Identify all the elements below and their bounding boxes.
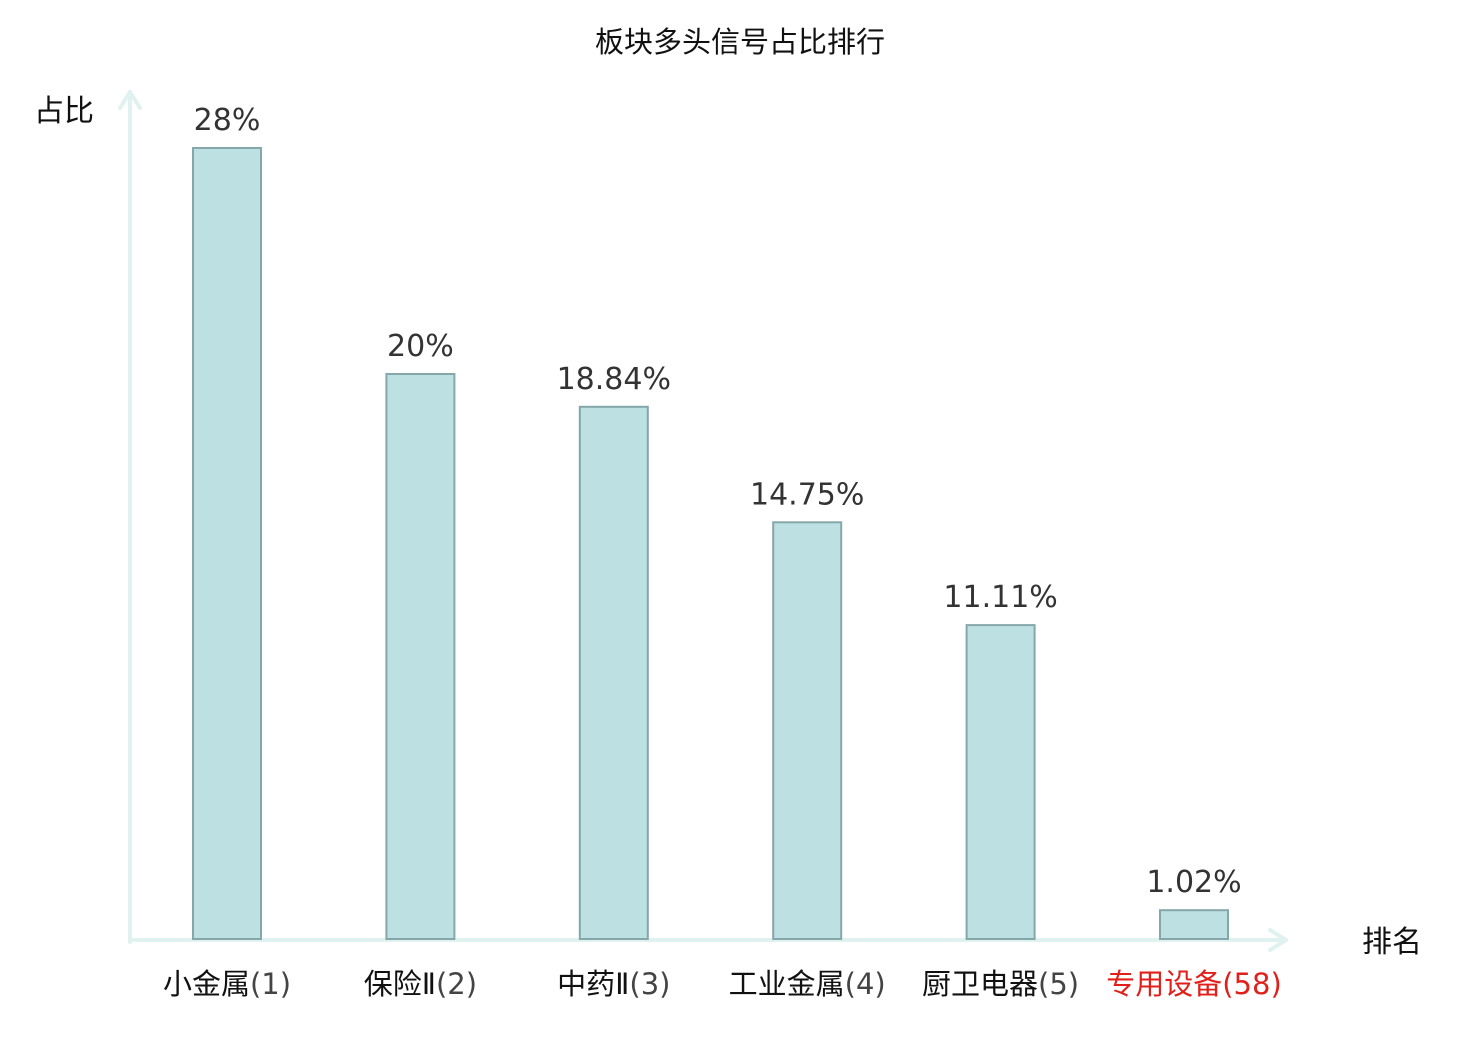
axes — [118, 90, 1288, 952]
category-label: 专用设备(58) — [1106, 967, 1282, 1001]
bar — [578, 405, 649, 940]
category-rank: (58) — [1222, 967, 1282, 1001]
bars-group — [192, 147, 1229, 941]
bar — [192, 147, 262, 940]
category-name: 专用设备 — [1106, 967, 1222, 1001]
bar-value-label: 18.84% — [557, 362, 671, 397]
bar-value-label: 1.02% — [1146, 865, 1241, 900]
bar — [965, 624, 1036, 940]
category-name: 中药Ⅱ — [557, 967, 629, 1001]
category-rank: (5) — [1038, 967, 1079, 1001]
category-labels-group: 小金属(1) 保险Ⅱ(2) 中药Ⅱ(3) 工业金属(4) 厨卫电器(5) 专用设备(58) — [163, 967, 1282, 1001]
y-axis-label: 占比 — [34, 94, 94, 129]
chart-title: 板块多头信号占比排行 — [595, 25, 885, 59]
bar — [772, 521, 843, 940]
bar-value-label: 11.11% — [943, 580, 1057, 615]
x-axis-label: 排名 — [1362, 925, 1422, 960]
category-label: 厨卫电器(5) — [922, 967, 1079, 1001]
category-rank: (4) — [845, 967, 886, 1001]
category-label: 工业金属(4) — [729, 967, 886, 1001]
category-rank: (2) — [436, 967, 477, 1001]
category-label: 保险Ⅱ(2) — [364, 967, 477, 1001]
bar-value-label: 14.75% — [750, 477, 864, 512]
bar — [385, 373, 456, 940]
category-label: 小金属(1) — [163, 967, 291, 1001]
category-label: 中药Ⅱ(3) — [557, 967, 670, 1001]
bar-value-label: 28% — [194, 103, 261, 138]
category-name: 厨卫电器 — [922, 967, 1038, 1001]
category-name: 小金属 — [163, 967, 250, 1001]
category-name: 工业金属 — [729, 967, 845, 1001]
bar — [1159, 909, 1229, 941]
y-axis-arrowhead — [118, 90, 142, 110]
category-rank: (1) — [250, 967, 291, 1001]
category-rank: (3) — [629, 967, 670, 1001]
value-labels-group: 28% 20% 18.84% 14.75% 11.11% 1.02% — [194, 103, 1242, 900]
x-axis-arrowhead — [1268, 928, 1288, 952]
bar-value-label: 20% — [387, 329, 454, 364]
category-name: 保险Ⅱ — [364, 967, 436, 1001]
